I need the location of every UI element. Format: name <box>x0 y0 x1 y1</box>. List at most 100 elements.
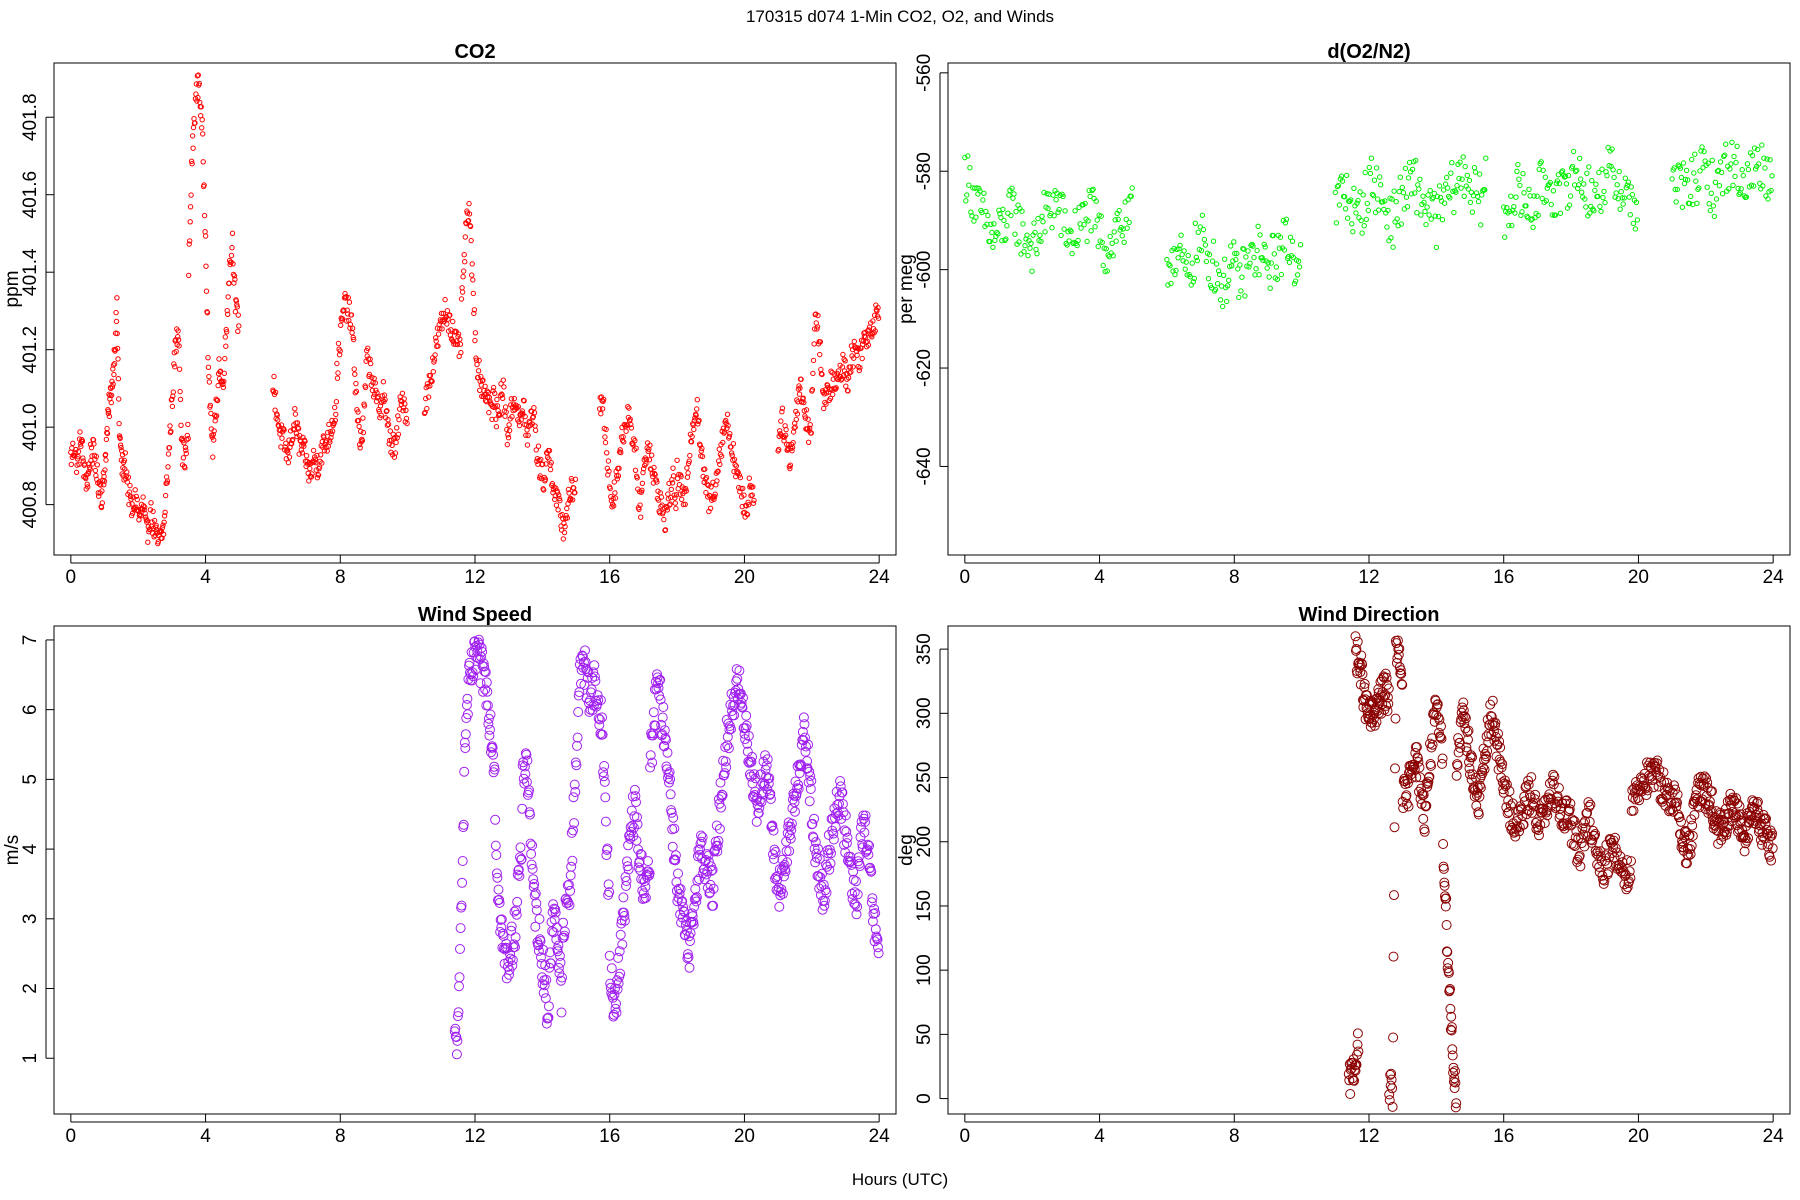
co2-point <box>171 361 177 367</box>
wind-direction-point <box>1689 810 1700 821</box>
wind-direction-point <box>1677 838 1688 849</box>
o2n2-point <box>1478 222 1484 228</box>
wind-speed-point <box>521 749 532 760</box>
wind-direction-point <box>1449 1083 1460 1094</box>
co2-point <box>202 233 209 239</box>
o2n2-point <box>1441 200 1448 206</box>
o2n2-point <box>1214 281 1221 287</box>
o2n2-point <box>1767 157 1773 163</box>
wind-speed-point <box>716 802 726 813</box>
wind-speed-point <box>635 849 646 859</box>
co2-point <box>334 360 340 367</box>
wind-direction-point <box>1504 786 1515 797</box>
wind-speed-point <box>451 1049 462 1060</box>
o2n2-point <box>1520 170 1526 177</box>
wind-direction-point <box>1732 798 1743 809</box>
co2-point <box>290 436 296 443</box>
wind-speed-point <box>821 859 831 870</box>
co2-point <box>110 366 116 372</box>
o2n2-point <box>1098 213 1104 219</box>
wind-direction-point <box>1380 668 1391 679</box>
co2-point <box>430 369 436 375</box>
co2-point <box>308 474 315 480</box>
co2-point <box>735 469 741 475</box>
wind-direction-point <box>1755 813 1766 824</box>
wind-direction-x-tick-label: 16 <box>1493 1126 1514 1147</box>
o2n2-point <box>1705 160 1711 167</box>
wind-speed-point <box>485 709 496 720</box>
wind-speed-point <box>462 709 473 720</box>
o2n2-point <box>1357 189 1363 195</box>
o2n2-point <box>1437 194 1444 201</box>
wind-speed-point <box>703 856 714 867</box>
co2-point <box>790 440 796 446</box>
co2-point <box>539 461 546 467</box>
wind-speed-point <box>782 857 793 868</box>
co2-point <box>640 466 647 472</box>
wind-speed-point <box>695 838 706 849</box>
o2n2-point <box>1602 199 1608 206</box>
wind-speed-point <box>866 866 877 877</box>
wind-speed-point <box>763 778 774 789</box>
o2n2-point <box>1168 280 1174 287</box>
wind-direction-x-tick-label: 4 <box>1094 1126 1105 1147</box>
wind-direction-point <box>1687 820 1698 831</box>
wind-direction-point <box>1512 822 1523 832</box>
wind-speed-point <box>751 816 762 827</box>
co2-point <box>113 318 120 325</box>
wind-speed-point <box>793 783 804 794</box>
co2-point <box>504 441 510 448</box>
wind-speed-point <box>807 818 818 829</box>
wind-direction-point <box>1503 806 1514 817</box>
wind-direction-point <box>1622 855 1632 866</box>
o2n2-point <box>1067 227 1073 233</box>
wind-direction-point <box>1528 801 1539 812</box>
wind-direction-point <box>1602 858 1613 869</box>
o2n2-point <box>1442 181 1449 187</box>
co2-x-tick-label: 12 <box>464 567 485 588</box>
o2n2-point <box>1404 204 1411 210</box>
co2-point <box>666 480 672 487</box>
co2-point <box>637 502 643 508</box>
co2-point <box>189 161 195 167</box>
co2-point <box>611 503 617 509</box>
o2n2-point <box>1722 152 1728 158</box>
co2-point <box>501 384 507 390</box>
o2n2-point <box>1276 245 1283 251</box>
wind-direction-point <box>1739 846 1750 857</box>
co2-point <box>68 461 75 468</box>
co2-point <box>108 392 115 398</box>
co2-point <box>207 402 214 409</box>
o2n2-point <box>1418 212 1424 218</box>
wind-speed-point <box>455 944 465 954</box>
o2n2-point <box>1367 170 1374 177</box>
wind-speed-point <box>597 729 608 740</box>
co2-point <box>326 421 332 428</box>
wind-speed-point <box>873 942 883 953</box>
wind-speed-y-tick-label: 3 <box>20 914 41 925</box>
co2-point <box>851 355 857 361</box>
wind-speed-point <box>480 667 491 678</box>
wind-direction-point <box>1411 772 1422 783</box>
wind-speed-point <box>474 639 485 650</box>
wind-speed-x-tick-label: 4 <box>200 1126 211 1147</box>
wind-direction-point <box>1479 764 1490 775</box>
o2n2-point <box>983 208 989 215</box>
wind-speed-point <box>539 980 550 991</box>
wind-direction-point <box>1466 750 1477 761</box>
o2n2-point <box>1365 207 1372 214</box>
co2-point <box>433 335 439 341</box>
co2-point <box>749 492 755 498</box>
co2-point <box>810 357 817 364</box>
co2-point <box>169 403 176 410</box>
wind-speed-point <box>664 767 675 778</box>
co2-point <box>694 406 700 412</box>
co2-point <box>560 536 566 542</box>
co2-point <box>843 371 849 377</box>
co2-point <box>477 387 483 393</box>
wind-speed-point <box>511 909 522 920</box>
o2n2-point <box>1264 265 1270 271</box>
co2-point <box>518 417 524 423</box>
wind-direction-point <box>1349 1064 1360 1075</box>
